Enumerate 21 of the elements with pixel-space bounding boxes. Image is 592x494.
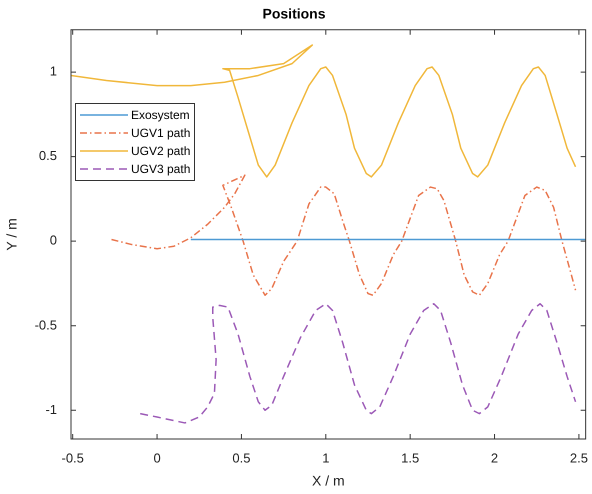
chart-title: Positions — [262, 5, 326, 22]
x-tick-label: -0.5 — [61, 450, 84, 466]
x-axis-title: X / m — [312, 472, 345, 488]
y-axis-title: Y / m — [3, 218, 20, 251]
line-series — [110, 174, 576, 296]
x-tick-label: 1 — [322, 450, 330, 466]
x-tick-label: 0 — [153, 450, 161, 466]
y-tick-label: 1 — [50, 64, 57, 79]
x-tick-label: 1.5 — [401, 450, 420, 466]
y-tick-label: -1 — [45, 402, 57, 417]
legend-label: UGV3 path — [131, 160, 190, 178]
legend-label: UGV1 path — [131, 124, 190, 142]
y-tick-label: 0.5 — [38, 148, 57, 164]
x-tick-label: 0.5 — [232, 450, 250, 466]
y-tick-label: -0.5 — [34, 317, 57, 332]
x-tick-label: 2 — [490, 450, 498, 466]
x-tick-label: 2.5 — [570, 450, 588, 466]
line-series — [139, 302, 576, 424]
legend-label: Exosystem — [131, 106, 190, 124]
y-tick-label: 0 — [50, 232, 57, 248]
legend-label: UGV2 path — [131, 142, 190, 160]
